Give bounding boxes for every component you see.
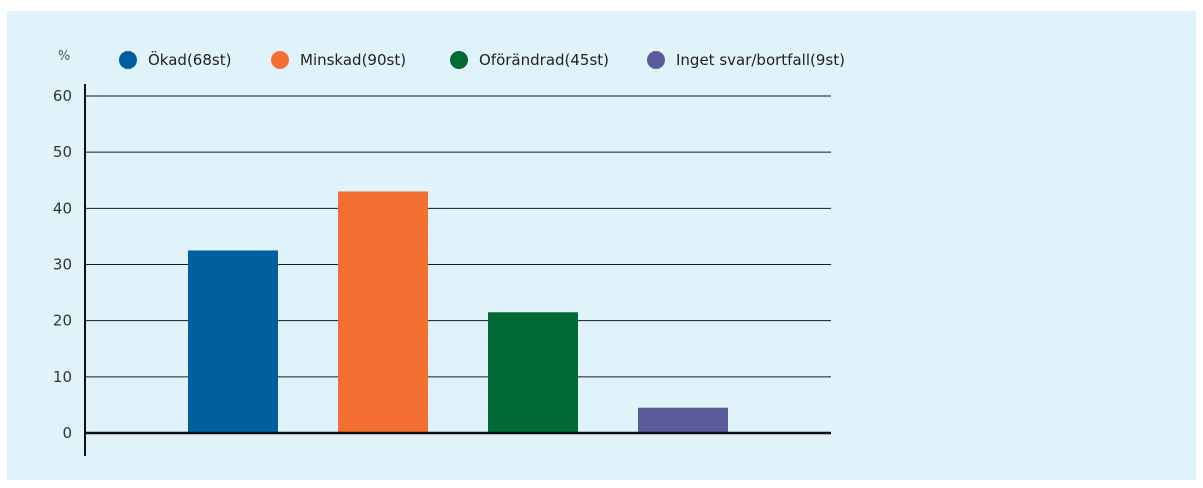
bar-4 [638, 407, 728, 433]
legend-label-2: Minskad(90st) [300, 51, 406, 69]
legend: Ökad(68st) Minskad(90st) Oförändrad(45st) I… [119, 50, 845, 69]
legend-label-1: Ökad(68st) [148, 50, 231, 69]
y-tick-label-50: 50 [53, 143, 72, 161]
y-tick-label-60: 60 [53, 87, 72, 105]
bars [188, 191, 728, 433]
bar-2 [338, 191, 428, 433]
y-axis-unit-label: % [58, 49, 70, 64]
legend-swatch-3 [450, 51, 468, 69]
legend-swatch-2 [271, 51, 289, 69]
y-axis-tick-labels: 0 10 20 30 40 50 60 [53, 87, 72, 442]
y-tick-label-20: 20 [53, 312, 72, 330]
legend-label-3: Oförändrad(45st) [479, 51, 609, 69]
y-tick-label-10: 10 [53, 368, 72, 386]
bar-1 [188, 250, 278, 433]
y-tick-label-30: 30 [53, 256, 72, 274]
y-tick-label-0: 0 [62, 424, 72, 442]
bar-3 [488, 312, 578, 433]
y-tick-label-40: 40 [53, 199, 72, 217]
legend-label-4: Inget svar/bortfall(9st) [676, 51, 845, 69]
legend-swatch-1 [119, 51, 137, 69]
legend-swatch-4 [647, 51, 665, 69]
